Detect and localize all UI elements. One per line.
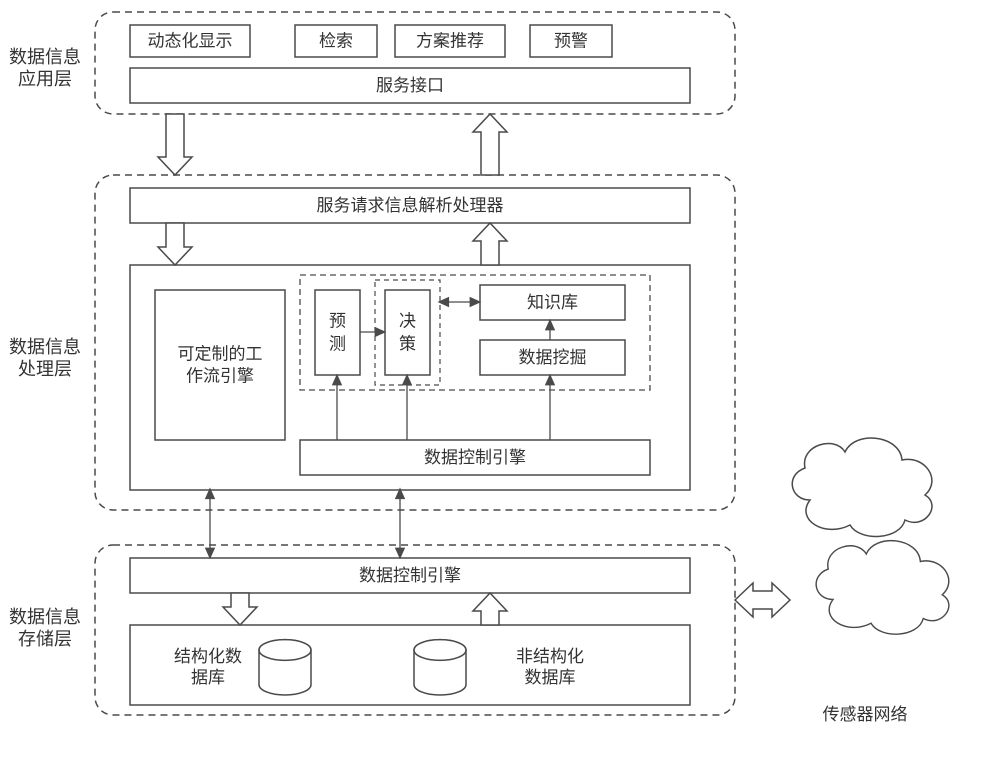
svg-text:数据信息: 数据信息 <box>9 607 81 627</box>
svg-text:服务请求信息解析处理器: 服务请求信息解析处理器 <box>317 196 504 215</box>
app-search: 检索 <box>295 25 377 57</box>
svg-text:知识库: 知识库 <box>527 293 578 312</box>
svg-text:处理层: 处理层 <box>18 359 72 379</box>
store-engine: 数据控制引擎 <box>130 558 690 593</box>
app-api: 服务接口 <box>130 68 690 103</box>
app-alert: 预警 <box>530 25 612 57</box>
svg-text:策: 策 <box>399 335 416 354</box>
sensor-cloud-1 <box>816 541 949 635</box>
svg-text:测: 测 <box>329 335 346 354</box>
sensor-cloud-0 <box>792 438 932 536</box>
svg-text:预警: 预警 <box>554 32 588 51</box>
svg-text:据库: 据库 <box>191 668 225 687</box>
layer-label-proc: 数据信息处理层 <box>9 337 81 379</box>
svg-text:存储层: 存储层 <box>18 629 72 649</box>
svg-text:方案推荐: 方案推荐 <box>416 32 484 51</box>
svg-text:作流引擎: 作流引擎 <box>186 367 254 386</box>
proc-mining: 数据挖掘 <box>480 340 625 375</box>
app-dynamic: 动态化显示 <box>130 25 250 57</box>
arrow-proc-up <box>473 114 507 175</box>
proc-predict: 预测 <box>315 290 360 375</box>
arrow-parser-down <box>158 223 192 265</box>
arrow-db-engine-up <box>473 593 507 625</box>
svg-text:预: 预 <box>329 312 346 331</box>
arrow-engine-db-down <box>223 593 257 625</box>
svg-text:应用层: 应用层 <box>18 69 72 89</box>
svg-text:数据挖掘: 数据挖掘 <box>519 348 587 367</box>
svg-text:数据控制引擎: 数据控制引擎 <box>424 448 526 467</box>
layer-label-store: 数据信息存储层 <box>9 607 81 649</box>
proc-decision: 决策 <box>385 290 430 375</box>
svg-text:数据信息: 数据信息 <box>9 337 81 357</box>
db-structured-icon <box>259 640 311 695</box>
arrow-app-down <box>158 114 192 175</box>
svg-text:动态化显示: 动态化显示 <box>148 32 233 51</box>
arrow-store-cloud <box>735 583 790 617</box>
architecture-diagram: 数据信息应用层数据信息处理层数据信息存储层动态化显示检索方案推荐预警服务接口服务… <box>0 0 1000 755</box>
svg-text:非结构化: 非结构化 <box>516 647 584 666</box>
arrow-inner-up <box>473 223 507 265</box>
svg-text:数据信息: 数据信息 <box>9 47 81 67</box>
db-unstructured-icon <box>414 640 466 695</box>
proc-knowledge: 知识库 <box>480 285 625 320</box>
layer-label-app: 数据信息应用层 <box>9 47 81 89</box>
proc-engine: 数据控制引擎 <box>300 440 650 475</box>
sensor-cloud-label: 传感器网络 <box>823 705 908 724</box>
app-recommend: 方案推荐 <box>395 25 505 57</box>
svg-text:服务接口: 服务接口 <box>376 76 444 95</box>
svg-text:结构化数: 结构化数 <box>174 647 242 666</box>
proc-parser: 服务请求信息解析处理器 <box>130 188 690 223</box>
proc-workflow: 可定制的工作流引擎 <box>155 290 285 440</box>
svg-text:决: 决 <box>399 312 416 331</box>
svg-text:可定制的工: 可定制的工 <box>178 345 263 364</box>
svg-text:数据控制引擎: 数据控制引擎 <box>359 566 461 585</box>
svg-text:数据库: 数据库 <box>525 668 576 687</box>
svg-text:检索: 检索 <box>319 32 353 51</box>
